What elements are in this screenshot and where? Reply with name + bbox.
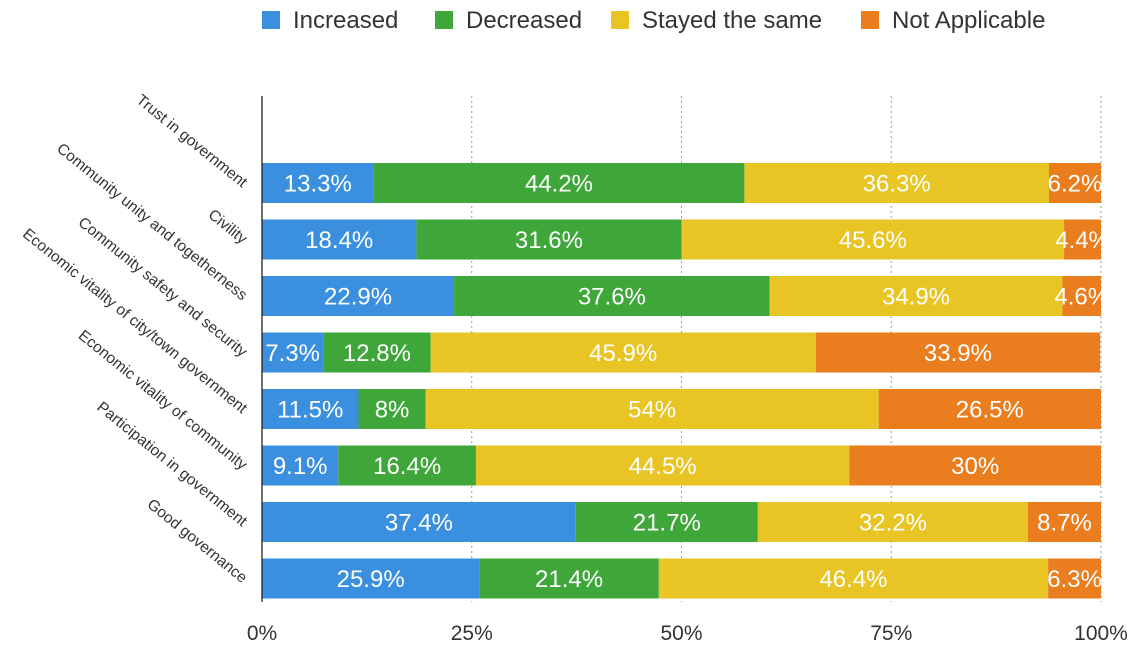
bars: 13.3% 44.2% 36.3% 6.2% 18.4% 31.6% 45.6% 4.4% 22… [262, 163, 1110, 599]
data-label: 37.6% [578, 284, 646, 311]
legend-label-decreased: Decreased [466, 7, 582, 34]
bar-decreased-economic-vitality-of-community [338, 445, 476, 486]
bar-stayed-the-same-trust-in-government [744, 163, 1049, 203]
data-label: 54% [628, 397, 676, 424]
bar-stayed-the-same-community-safety-and-security [430, 332, 816, 373]
data-label: 8% [375, 397, 410, 424]
bar-stayed-the-same-good-governance [658, 558, 1049, 599]
data-label: 22.9% [324, 284, 392, 311]
bar-increased-community-unity-and-togetherness [262, 276, 455, 316]
data-label: 6.3% [1047, 566, 1102, 593]
bar-stayed-the-same-community-unity-and-togetherness [769, 276, 1063, 316]
data-label: 33.9% [924, 340, 992, 367]
bar-stayed-the-same-participation-in-government [757, 502, 1029, 542]
data-label: 44.5% [629, 453, 697, 480]
data-label: 16.4% [373, 453, 441, 480]
bar-increased-trust-in-government [262, 163, 374, 203]
bar-not-applicable-trust-in-government [1048, 163, 1101, 203]
bar-not-applicable-civility [1064, 219, 1101, 260]
legend-label-not-applicable: Not Applicable [892, 7, 1045, 34]
x-tick-label: 0% [247, 622, 277, 645]
bar-decreased-economic-vitality-of-city-town-government [358, 389, 426, 429]
data-label: 25.9% [337, 566, 405, 593]
bar-not-applicable-economic-vitality-of-city-town-government [878, 389, 1101, 429]
data-label: 11.5% [277, 397, 343, 424]
data-label: 21.7% [633, 510, 701, 537]
data-label: 30% [951, 453, 999, 480]
data-label: 21.4% [535, 566, 603, 593]
data-label: 18.4% [305, 227, 373, 254]
bar-decreased-participation-in-government [575, 502, 758, 542]
data-label: 32.2% [859, 510, 927, 537]
bar-not-applicable-community-safety-and-security [815, 332, 1101, 373]
data-label: 4.6% [1054, 284, 1109, 311]
bar-decreased-community-unity-and-togetherness [454, 276, 770, 316]
bar-not-applicable-good-governance [1048, 558, 1101, 599]
bar-stayed-the-same-civility [681, 219, 1065, 260]
data-label: 45.9% [589, 340, 657, 367]
bar-not-applicable-community-unity-and-togetherness [1062, 276, 1101, 316]
bar-decreased-civility [416, 219, 682, 260]
bar-not-applicable-participation-in-government [1028, 502, 1101, 542]
bar-increased-community-safety-and-security [262, 332, 324, 373]
data-label: 31.6% [515, 227, 583, 254]
data-label: 6.2% [1048, 171, 1103, 198]
legend-label-stayed-the-same: Stayed the same [642, 7, 822, 34]
data-label: 9.1% [273, 453, 328, 480]
legend-swatch-increased [262, 11, 280, 29]
x-tick-label: 100% [1074, 622, 1128, 645]
data-label: 45.6% [839, 227, 907, 254]
bar-increased-participation-in-government [262, 502, 576, 542]
data-label: 36.3% [863, 171, 931, 198]
legend-label-increased: Increased [293, 7, 398, 34]
data-label: 46.4% [819, 566, 887, 593]
legend-swatch-decreased [435, 11, 453, 29]
bar-stayed-the-same-economic-vitality-of-city-town-government [425, 389, 879, 429]
data-label: 37.4% [385, 510, 453, 537]
data-label: 44.2% [525, 171, 593, 198]
x-tick-label: 75% [870, 622, 912, 645]
data-label: 13.3% [284, 171, 352, 198]
bar-increased-economic-vitality-of-community [262, 445, 339, 486]
x-tick-label: 25% [451, 622, 493, 645]
bar-decreased-trust-in-government [373, 163, 745, 203]
bar-increased-economic-vitality-of-city-town-government [262, 389, 359, 429]
bar-decreased-good-governance [479, 558, 659, 599]
x-tick-label: 50% [660, 622, 702, 645]
x-axis-ticks: 0% 25% 50% 75% 100% [247, 622, 1128, 645]
bar-stayed-the-same-economic-vitality-of-community [475, 445, 850, 486]
data-label: 26.5% [956, 397, 1024, 424]
bar-increased-good-governance [262, 558, 480, 599]
data-label: 12.8% [343, 340, 411, 367]
bar-decreased-community-safety-and-security [323, 332, 431, 373]
data-label: 34.9% [882, 284, 950, 311]
legend-swatch-stayed-the-same [611, 11, 629, 29]
legend: Increased Decreased Stayed the same Not App… [262, 7, 1045, 34]
legend-swatch-not-applicable [861, 11, 879, 29]
bar-increased-civility [262, 219, 417, 260]
data-label: 4.4% [1055, 227, 1110, 254]
bar-not-applicable-economic-vitality-of-community [849, 445, 1101, 486]
category-label-trust-in-government: Trust in government [133, 92, 251, 192]
category-label-civility: Civility [205, 206, 251, 248]
data-label: 7.3% [265, 340, 320, 367]
data-label: 8.7% [1037, 510, 1092, 537]
